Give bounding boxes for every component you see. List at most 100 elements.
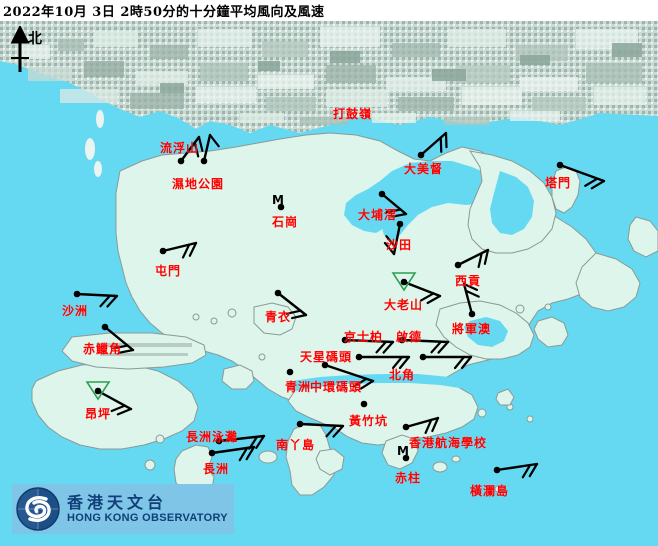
wind-barb-shaft [202,133,212,163]
station-dot[interactable] [277,203,285,211]
station-dot[interactable] [177,157,185,165]
station-label: 南丫島 [276,438,316,452]
wind-barb-tooth [291,313,308,320]
station-dot[interactable] [493,466,501,474]
hko-logo: 香港天文台 HONG KONG OBSERVATORY [12,484,234,534]
sai-kung-islands [435,300,569,360]
peak-triangle-icon [85,381,111,401]
station-label: 青衣 [265,310,292,324]
wind-barb-tooth [584,177,599,187]
wind-barb-tooth [420,292,435,302]
station-label: 打鼓嶺 [333,107,373,121]
station-dot[interactable] [274,289,282,297]
station-dot[interactable] [402,454,410,462]
station-dot[interactable] [159,247,167,255]
wind-barb-tooth [453,355,466,370]
wind-barb-tooth [353,377,368,388]
station-dot[interactable] [417,151,425,159]
wind-barb-tooth [99,294,112,308]
wind-barb-shaft [380,192,408,216]
station-label: 屯門 [155,264,182,278]
islet [155,434,165,444]
station-label: 橫瀾島 [470,484,510,498]
station-dot[interactable] [321,361,329,369]
wind-barb-tooth [590,179,606,190]
wind-barb-tooth [462,282,479,291]
wind-barbs-layer [75,131,606,479]
logo-name-en: HONG KONG OBSERVATORY [67,511,228,524]
wind-barb-shaft [462,282,474,316]
station-dot[interactable] [398,336,406,344]
station-label: 長洲 [203,462,230,476]
wind-barb-tooth [390,212,408,218]
station-dot[interactable] [73,290,81,298]
station-label: 青洲 [285,380,312,394]
southern-islets [381,388,534,493]
station-dot[interactable] [556,161,564,169]
mirs-bay-water [467,150,557,254]
station-label: 長洲泳灘 [186,430,239,444]
lantau-island [31,332,207,450]
station-dot[interactable] [286,368,294,376]
wind-barb-tooth [208,133,220,148]
station-dot[interactable] [454,261,462,269]
map-canvas[interactable]: 打鼓嶺 流浮山 濕地公園 石崗 M 大美督 塔門 大埔滘 沙田 屯門 沙洲 赤鱲角 昂坪 青衣 西貢 大老山將… [0,21,658,546]
station-dot[interactable] [378,190,386,198]
wind-barb-shaft [419,131,448,157]
station-dot[interactable] [200,157,208,165]
station-dot[interactable] [101,323,109,331]
station-dot[interactable] [215,437,223,445]
wind-barb-tooth [528,462,539,478]
wind-barb-tooth [117,348,135,354]
islet [144,459,156,471]
station-dot[interactable] [355,353,363,361]
station-dot[interactable] [360,400,368,408]
wind-barb-tooth [188,241,198,257]
small-islands-west [192,302,297,390]
wind-barb-shaft [404,416,440,429]
wind-barb-shaft [161,241,198,253]
wind-barb-tooth [398,355,411,370]
page-title: 2022年10月 3日 2時50分的十分鐘平均風向及風速 [3,5,325,20]
wind-barb-tooth [116,407,133,416]
wind-barb-shaft [323,363,375,383]
peak-triangle-icon [391,272,417,292]
wind-barb-shaft [392,222,402,256]
station-label: 昂坪 [85,407,112,421]
wind-barb-tooth [385,208,402,214]
station-label: 西貢 [455,274,482,288]
station-dot[interactable] [341,336,349,344]
wind-barb-tooth [197,135,204,152]
station-dot[interactable] [402,423,410,431]
station-dot[interactable] [296,420,304,428]
tolo-harbour-water [344,161,504,243]
station-dot[interactable] [419,353,427,361]
wind-barb-tooth [359,379,375,390]
wind-barb-tooth [325,424,338,438]
station-dot[interactable] [208,449,216,457]
wind-barb-tooth [439,136,443,153]
peak-markers-layer [85,272,417,401]
calm-marker: M [272,193,284,207]
wind-barb-tooth [245,445,256,461]
station-dots-layer [73,151,564,474]
station-dot[interactable] [468,310,476,318]
station-label: 流浮山 [160,141,200,155]
wind-barb-tooth [431,416,440,433]
wind-barb-tooth [375,340,388,354]
islet [258,450,278,464]
wind-barb-tooth [238,446,249,462]
deep-bay-water [0,77,150,185]
station-label: 赤鱲角 [83,342,123,356]
station-label: 赤柱 [395,471,422,485]
station-dot[interactable] [396,220,404,228]
station-label: 中環碼頭 [310,380,363,394]
station-dot[interactable] [94,387,102,395]
wind-barb-tooth [382,340,395,354]
wind-barb-tooth [483,248,490,265]
station-label: 黃竹坑 [349,414,389,428]
station-dot[interactable] [400,278,408,286]
wind-barb-tooth [181,243,191,259]
wind-barb-tooth [437,340,450,354]
